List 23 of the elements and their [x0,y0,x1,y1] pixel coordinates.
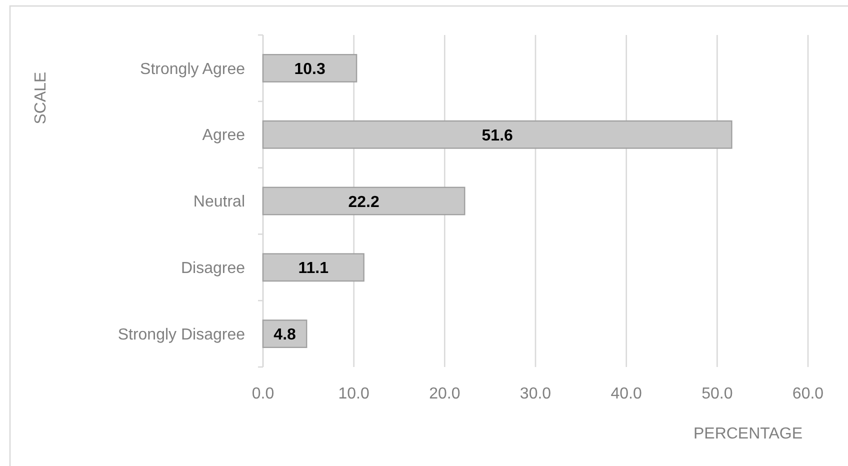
x-tick-label: 40.0 [610,386,642,403]
x-axis-title: PERCENTAGE [693,426,803,443]
bar [262,186,466,216]
y-tick-label: Agree [202,127,246,144]
data-label: 22.2 [348,194,380,211]
bar [262,54,358,82]
x-tick-label: 60.0 [792,386,824,403]
x-tick-label: 50.0 [702,386,733,403]
data-label: 51.6 [482,127,514,144]
y-tick-label: Disagree [180,260,246,277]
y-tick-label: Strongly Disagree [118,326,246,344]
x-tick-label: 0.0 [252,386,274,403]
x-tick-label: 20.0 [429,386,460,403]
y-tick-label: Neutral [193,194,245,211]
y-axis-title: SCALE [32,72,50,124]
bar [262,120,732,149]
x-tick-label: 10.0 [338,386,370,403]
y-tick-label: Strongly Agree [140,60,246,78]
data-label: 4.8 [274,326,296,344]
x-tick-label: 30.0 [520,386,552,403]
bar [262,253,364,282]
data-label: 11.1 [298,260,329,278]
data-label: 10.3 [294,60,326,78]
